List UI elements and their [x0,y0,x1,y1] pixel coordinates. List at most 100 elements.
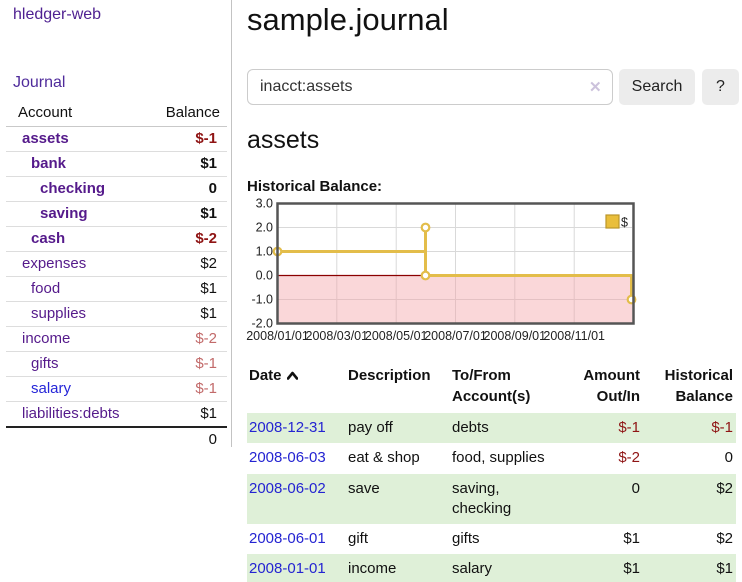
transaction-balance: 0 [724,449,733,467]
account-link-saving[interactable]: saving [40,205,88,222]
account-balance: $-1 [140,351,227,377]
account-balance: $-2 [140,326,227,352]
account-row-salary: salary $-1 [6,376,227,402]
account-row-food: food $1 [6,276,227,302]
y-tick-label: 3.0 [256,197,273,211]
balance-chart: $ 3.0 2.0 1.0 0.0 -1.0 -2.0 2008/01/01 2… [246,197,637,343]
account-balance: $1 [140,301,227,327]
transaction-description: eat & shop [348,449,420,467]
x-tick-label: 2008/05/01 [365,329,428,343]
account-balance: $1 [140,201,227,227]
transaction-amount: $1 [623,530,640,547]
x-tick-label: 2008/03/01 [306,329,369,343]
account-row-cash: cash $-2 [6,226,227,252]
transaction-accounts: saving, checking [452,479,512,517]
balance-line [276,226,633,301]
account-link-income[interactable]: income [22,330,71,347]
account-row-assets: assets $-1 [6,126,227,152]
negative-region [278,275,633,323]
transaction-date-link[interactable]: 2008-06-02 [249,479,326,497]
account-link-cash[interactable]: cash [31,230,66,247]
transaction-description: gift [348,530,369,547]
date-column-header[interactable]: Date [247,361,346,413]
account-balance: $2 [140,251,227,277]
transaction-amount: 0 [631,479,640,497]
transaction-balance: $1 [716,560,733,578]
transaction-accounts: salary [452,560,493,578]
account-row-checking: checking 0 [6,176,227,202]
y-tick-label: -1.0 [251,293,273,307]
account-link-food[interactable]: food [31,280,61,297]
x-tick-label: 2008/01/01 [246,329,309,343]
y-tick-label: 0.0 [256,269,273,283]
register-header-row: Date Description To/From Account(s) Amou… [247,361,736,413]
register-row: 2008-06-02 save saving, checking 0 $2 [247,473,736,524]
historical-balance-label: Historical Balance: [247,178,383,195]
x-tick-label: 2008/09/01 [484,329,547,343]
search-button[interactable]: Search [619,69,695,105]
register-row: 2008-06-01 gift gifts $1 $2 [247,524,736,554]
register-row: 2008-06-03 eat & shop food, supplies $-2… [247,443,736,473]
search-input[interactable] [247,69,613,105]
brand-link[interactable]: hledger-web [13,6,102,23]
account-balance: $-1 [140,376,227,402]
account-link-checking[interactable]: checking [40,180,106,197]
accounts-total-row: 0 [6,426,227,452]
accounts-column-header: To/From Account(s) [452,367,531,405]
balance-column-header: Historical Balance [664,367,733,405]
account-row-supplies: supplies $1 [6,301,227,327]
help-button[interactable]: ? [702,69,739,105]
account-row-saving: saving $1 [6,201,227,227]
description-column-header: Description [348,367,431,384]
transaction-accounts: gifts [452,530,480,547]
account-balance: 0 [140,176,227,202]
transaction-date-link[interactable]: 2008-01-01 [249,560,326,578]
y-tick-label: -2.0 [251,317,273,331]
transaction-date-link[interactable]: 2008-12-31 [249,419,326,436]
account-link-salary[interactable]: salary [31,380,72,397]
transaction-balance: $2 [716,530,733,547]
clear-search-icon[interactable]: ✕ [589,79,602,96]
transaction-date-link[interactable]: 2008-06-01 [249,530,326,547]
account-balance: $-2 [140,226,227,252]
transaction-date-link[interactable]: 2008-06-03 [249,449,326,467]
account-link-bank[interactable]: bank [31,155,67,172]
account-link-expenses[interactable]: expenses [22,255,87,272]
x-tick-label: 2008/07/01 [424,329,487,343]
transaction-accounts: debts [452,419,489,436]
legend-swatch [605,214,620,229]
account-link-gifts[interactable]: gifts [31,355,59,372]
register-row: 2008-12-31 pay off debts $-1 $-1 [247,413,736,444]
plot-border [276,202,635,325]
account-heading: assets [247,126,320,154]
transaction-balance: $-1 [711,419,733,436]
x-tick-label: 2008/11/01 [543,329,605,343]
balance-column-header: Balance [140,100,227,127]
transaction-accounts: food, supplies [452,449,545,467]
amount-column-header: Amount Out/In [583,367,640,405]
account-balance: $1 [140,276,227,302]
transaction-amount: $-1 [618,419,640,436]
account-column-header: Account [6,100,141,127]
account-row-gifts: gifts $-1 [6,351,227,377]
transaction-amount: $-2 [618,449,640,467]
account-row-income: income $-2 [6,326,227,352]
accounts-total-value: 0 [140,426,227,452]
transaction-balance: $2 [716,479,733,497]
account-row-liabilities-debts: liabilities:debts $1 [6,401,227,428]
register-row: 2008-01-01 income salary $1 $1 [247,554,736,582]
transaction-description: save [348,479,380,497]
account-link-supplies[interactable]: supplies [31,305,87,322]
legend-label: $ [621,216,628,230]
account-row-expenses: expenses $2 [6,251,227,277]
sidebar-item-journal[interactable]: Journal [13,74,66,91]
accounts-table: Account Balance assets $-1 bank $1 check… [6,100,227,452]
account-balance: $1 [140,401,227,428]
account-link-liabilities-debts[interactable]: liabilities:debts [22,405,120,422]
transaction-description: income [348,560,397,578]
sidebar: hledger-web Journal Account Balance asse… [0,0,232,452]
sort-asc-icon [286,365,298,386]
register-table: Date Description To/From Account(s) Amou… [247,361,736,582]
account-link-assets[interactable]: assets [22,130,69,147]
